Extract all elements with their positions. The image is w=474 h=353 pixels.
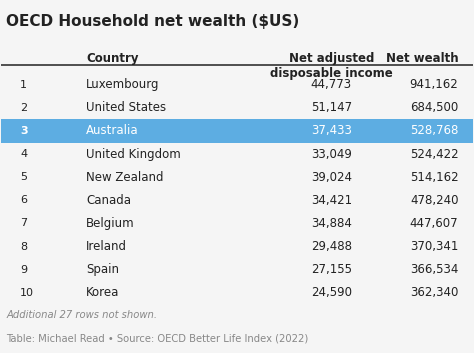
Text: 478,240: 478,240 xyxy=(410,194,458,207)
Text: 7: 7 xyxy=(20,219,27,228)
Text: 9: 9 xyxy=(20,265,27,275)
Text: 33,049: 33,049 xyxy=(311,148,352,161)
Text: Country: Country xyxy=(86,52,139,65)
Text: 27,155: 27,155 xyxy=(311,263,352,276)
Text: United Kingdom: United Kingdom xyxy=(86,148,181,161)
Text: 29,488: 29,488 xyxy=(311,240,352,253)
Text: Australia: Australia xyxy=(86,125,139,137)
Text: 524,422: 524,422 xyxy=(410,148,458,161)
Text: 8: 8 xyxy=(20,241,27,252)
Text: 34,421: 34,421 xyxy=(310,194,352,207)
Text: 10: 10 xyxy=(20,288,34,298)
Text: Table: Michael Read • Source: OECD Better Life Index (2022): Table: Michael Read • Source: OECD Bette… xyxy=(6,333,309,343)
Text: Net wealth: Net wealth xyxy=(386,52,458,65)
Text: 366,534: 366,534 xyxy=(410,263,458,276)
Text: 370,341: 370,341 xyxy=(410,240,458,253)
Text: 44,773: 44,773 xyxy=(310,78,352,91)
Text: United States: United States xyxy=(86,101,166,114)
Text: 5: 5 xyxy=(20,172,27,182)
Text: 1: 1 xyxy=(20,80,27,90)
Text: 6: 6 xyxy=(20,195,27,205)
Text: Belgium: Belgium xyxy=(86,217,135,230)
Text: OECD Household net wealth ($US): OECD Household net wealth ($US) xyxy=(6,14,300,29)
Text: 24,590: 24,590 xyxy=(311,286,352,299)
Text: Canada: Canada xyxy=(86,194,131,207)
Text: 362,340: 362,340 xyxy=(410,286,458,299)
Text: Net adjusted
disposable income: Net adjusted disposable income xyxy=(270,52,392,80)
Text: 3: 3 xyxy=(20,126,28,136)
Text: Ireland: Ireland xyxy=(86,240,127,253)
Text: 941,162: 941,162 xyxy=(410,78,458,91)
Text: Additional 27 rows not shown.: Additional 27 rows not shown. xyxy=(6,310,157,319)
FancyBboxPatch shape xyxy=(1,119,473,143)
Text: 51,147: 51,147 xyxy=(310,101,352,114)
Text: Korea: Korea xyxy=(86,286,119,299)
Text: 528,768: 528,768 xyxy=(410,125,458,137)
Text: 34,884: 34,884 xyxy=(311,217,352,230)
Text: 39,024: 39,024 xyxy=(311,171,352,184)
Text: 447,607: 447,607 xyxy=(410,217,458,230)
Text: 684,500: 684,500 xyxy=(410,101,458,114)
Text: 4: 4 xyxy=(20,149,27,159)
Text: Spain: Spain xyxy=(86,263,119,276)
Text: 2: 2 xyxy=(20,103,27,113)
Text: New Zealand: New Zealand xyxy=(86,171,164,184)
Text: 37,433: 37,433 xyxy=(311,125,352,137)
Text: 514,162: 514,162 xyxy=(410,171,458,184)
Text: Luxembourg: Luxembourg xyxy=(86,78,160,91)
